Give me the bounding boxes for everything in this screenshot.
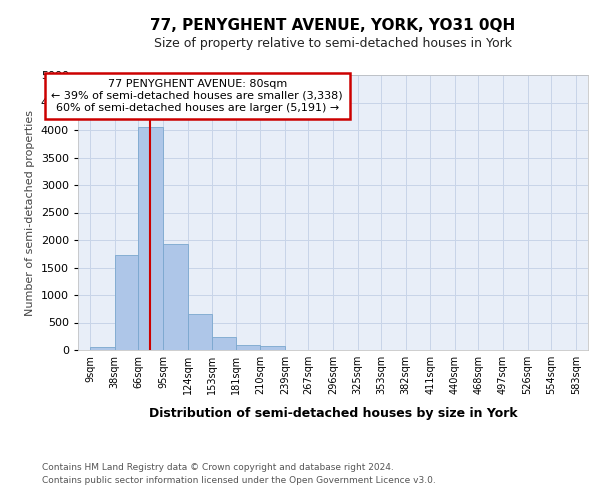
Text: Size of property relative to semi-detached houses in York: Size of property relative to semi-detach… bbox=[154, 38, 512, 51]
Text: 77, PENYGHENT AVENUE, YORK, YO31 0QH: 77, PENYGHENT AVENUE, YORK, YO31 0QH bbox=[151, 18, 515, 32]
Bar bbox=[260, 346, 285, 350]
Bar bbox=[115, 255, 139, 350]
Y-axis label: Number of semi-detached properties: Number of semi-detached properties bbox=[25, 110, 35, 316]
Bar bbox=[236, 345, 260, 350]
Bar bbox=[188, 314, 212, 350]
Text: Distribution of semi-detached houses by size in York: Distribution of semi-detached houses by … bbox=[149, 408, 517, 420]
Text: Contains HM Land Registry data © Crown copyright and database right 2024.: Contains HM Land Registry data © Crown c… bbox=[42, 462, 394, 471]
Text: 77 PENYGHENT AVENUE: 80sqm
← 39% of semi-detached houses are smaller (3,338)
60%: 77 PENYGHENT AVENUE: 80sqm ← 39% of semi… bbox=[52, 80, 343, 112]
Bar bbox=[90, 348, 115, 350]
Bar bbox=[212, 338, 236, 350]
Text: Contains public sector information licensed under the Open Government Licence v3: Contains public sector information licen… bbox=[42, 476, 436, 485]
Bar bbox=[139, 127, 163, 350]
Bar bbox=[163, 244, 188, 350]
